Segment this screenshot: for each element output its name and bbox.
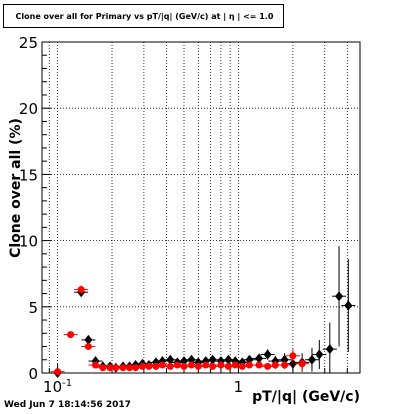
data-point [99,364,107,372]
grid [42,42,360,373]
data-point [67,331,75,339]
y-tick-label: 10 [19,233,38,251]
y-axis-label: Clone over all (%) [8,118,24,258]
data-point [194,362,202,370]
data-point [152,362,160,370]
data-point [271,361,279,369]
data-point [344,300,353,311]
datestamp: Wed Jun 7 18:14:56 2017 [4,400,131,410]
data-point [202,361,210,369]
data-point [264,362,272,370]
x-tick-label: 1 [234,378,244,396]
data-point [231,361,239,369]
data-point [209,362,217,370]
data-point [263,349,272,360]
y-tick-label: 0 [28,365,38,383]
data-point [77,286,85,294]
data-point [335,291,344,302]
data-point [325,344,334,355]
data-point [180,362,188,370]
data-point [298,360,306,368]
data-point [145,362,153,370]
data-point [255,353,264,364]
data-point [238,362,246,370]
data-point [281,361,289,369]
data-point [315,349,324,360]
x-axis-label: pT/|q| (GeV/c) [252,389,360,405]
data-point [224,362,232,370]
y-tick-label: 5 [28,299,38,317]
data-point [84,343,92,351]
axes: 0 5 10 15 20 25 10-1 1 [19,34,348,396]
plot-frame [41,41,361,374]
title-box: Clone over all for Primary vs pT/|q| (Ge… [3,4,284,28]
data-point [158,361,166,369]
data-point [54,368,62,376]
data-point [84,334,93,345]
data-point [132,364,140,372]
y-tick-label: 25 [19,34,38,52]
data-series [50,245,356,378]
y-tick-label: 20 [19,100,38,118]
data-point [245,361,253,369]
series-2 [50,285,310,376]
x-tick-label: 10-1 [43,378,72,396]
chart-title: Clone over all for Primary vs pT/|q| (Ge… [15,12,274,21]
data-point [173,361,181,369]
data-point [208,354,217,365]
data-point [91,361,99,369]
data-point [255,361,263,369]
data-point [112,364,120,372]
data-point [166,362,174,370]
data-point [217,361,225,369]
data-point [187,361,195,369]
data-point [288,358,297,369]
data-point [224,354,233,365]
data-point [307,354,316,365]
y-tick-label: 15 [19,166,38,184]
data-point [289,352,297,360]
